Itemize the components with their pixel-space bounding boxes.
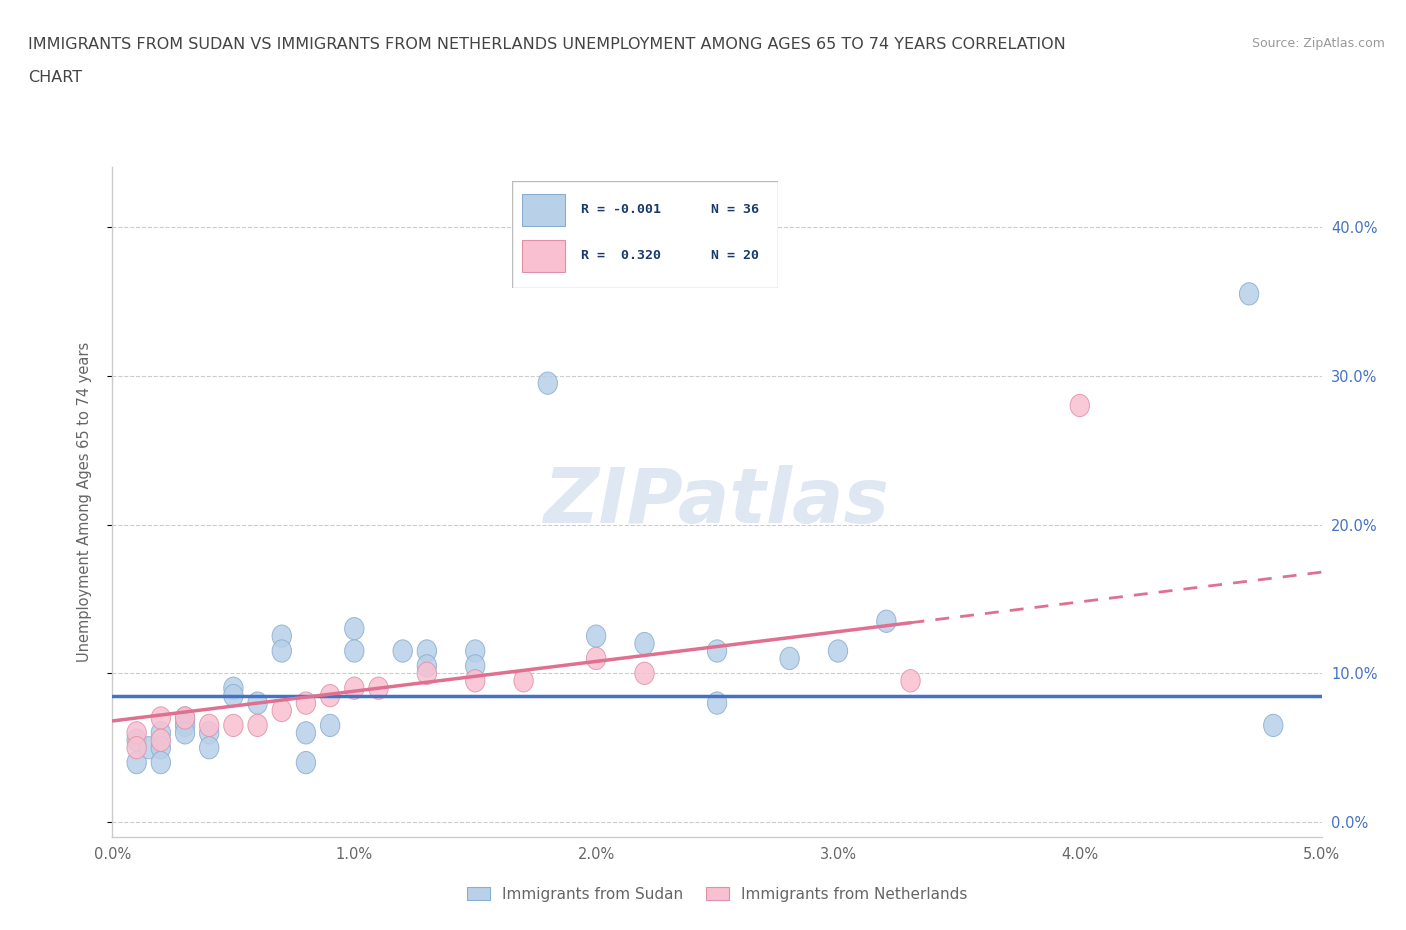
Ellipse shape [176, 714, 194, 737]
Ellipse shape [538, 372, 557, 394]
Ellipse shape [127, 729, 146, 751]
Ellipse shape [707, 692, 727, 714]
Ellipse shape [152, 729, 170, 751]
Ellipse shape [465, 655, 485, 677]
Ellipse shape [586, 625, 606, 647]
Ellipse shape [139, 737, 159, 759]
Ellipse shape [127, 722, 146, 744]
Ellipse shape [368, 677, 388, 699]
Ellipse shape [1240, 283, 1258, 305]
Ellipse shape [224, 714, 243, 737]
Ellipse shape [273, 640, 291, 662]
Ellipse shape [780, 647, 799, 670]
Ellipse shape [1264, 714, 1282, 737]
Ellipse shape [247, 692, 267, 714]
Ellipse shape [176, 707, 194, 729]
Ellipse shape [321, 684, 340, 707]
Ellipse shape [176, 722, 194, 744]
Ellipse shape [344, 618, 364, 640]
Ellipse shape [465, 670, 485, 692]
Ellipse shape [200, 737, 219, 759]
Ellipse shape [321, 714, 340, 737]
Ellipse shape [224, 677, 243, 699]
Text: ZIPatlas: ZIPatlas [544, 465, 890, 539]
Ellipse shape [418, 655, 436, 677]
Ellipse shape [586, 647, 606, 670]
Ellipse shape [273, 699, 291, 722]
Ellipse shape [636, 632, 654, 655]
Ellipse shape [394, 640, 412, 662]
Ellipse shape [200, 722, 219, 744]
Legend: Immigrants from Sudan, Immigrants from Netherlands: Immigrants from Sudan, Immigrants from N… [460, 880, 974, 910]
Ellipse shape [636, 662, 654, 684]
Ellipse shape [344, 640, 364, 662]
Ellipse shape [344, 677, 364, 699]
Ellipse shape [828, 640, 848, 662]
Ellipse shape [127, 737, 146, 759]
Ellipse shape [224, 684, 243, 707]
Ellipse shape [1070, 394, 1090, 417]
Ellipse shape [465, 640, 485, 662]
Y-axis label: Unemployment Among Ages 65 to 74 years: Unemployment Among Ages 65 to 74 years [77, 342, 91, 662]
Ellipse shape [297, 751, 315, 774]
Ellipse shape [247, 714, 267, 737]
Ellipse shape [418, 640, 436, 662]
Ellipse shape [707, 640, 727, 662]
Ellipse shape [127, 751, 146, 774]
Ellipse shape [200, 714, 219, 737]
Ellipse shape [152, 722, 170, 744]
Ellipse shape [418, 662, 436, 684]
Ellipse shape [297, 692, 315, 714]
Text: Source: ZipAtlas.com: Source: ZipAtlas.com [1251, 37, 1385, 50]
Ellipse shape [273, 625, 291, 647]
Ellipse shape [877, 610, 896, 632]
Ellipse shape [901, 670, 920, 692]
Ellipse shape [152, 751, 170, 774]
Ellipse shape [152, 737, 170, 759]
Text: CHART: CHART [28, 70, 82, 85]
Ellipse shape [152, 707, 170, 729]
Ellipse shape [176, 707, 194, 729]
Ellipse shape [515, 670, 533, 692]
Ellipse shape [297, 722, 315, 744]
Text: IMMIGRANTS FROM SUDAN VS IMMIGRANTS FROM NETHERLANDS UNEMPLOYMENT AMONG AGES 65 : IMMIGRANTS FROM SUDAN VS IMMIGRANTS FROM… [28, 37, 1066, 52]
